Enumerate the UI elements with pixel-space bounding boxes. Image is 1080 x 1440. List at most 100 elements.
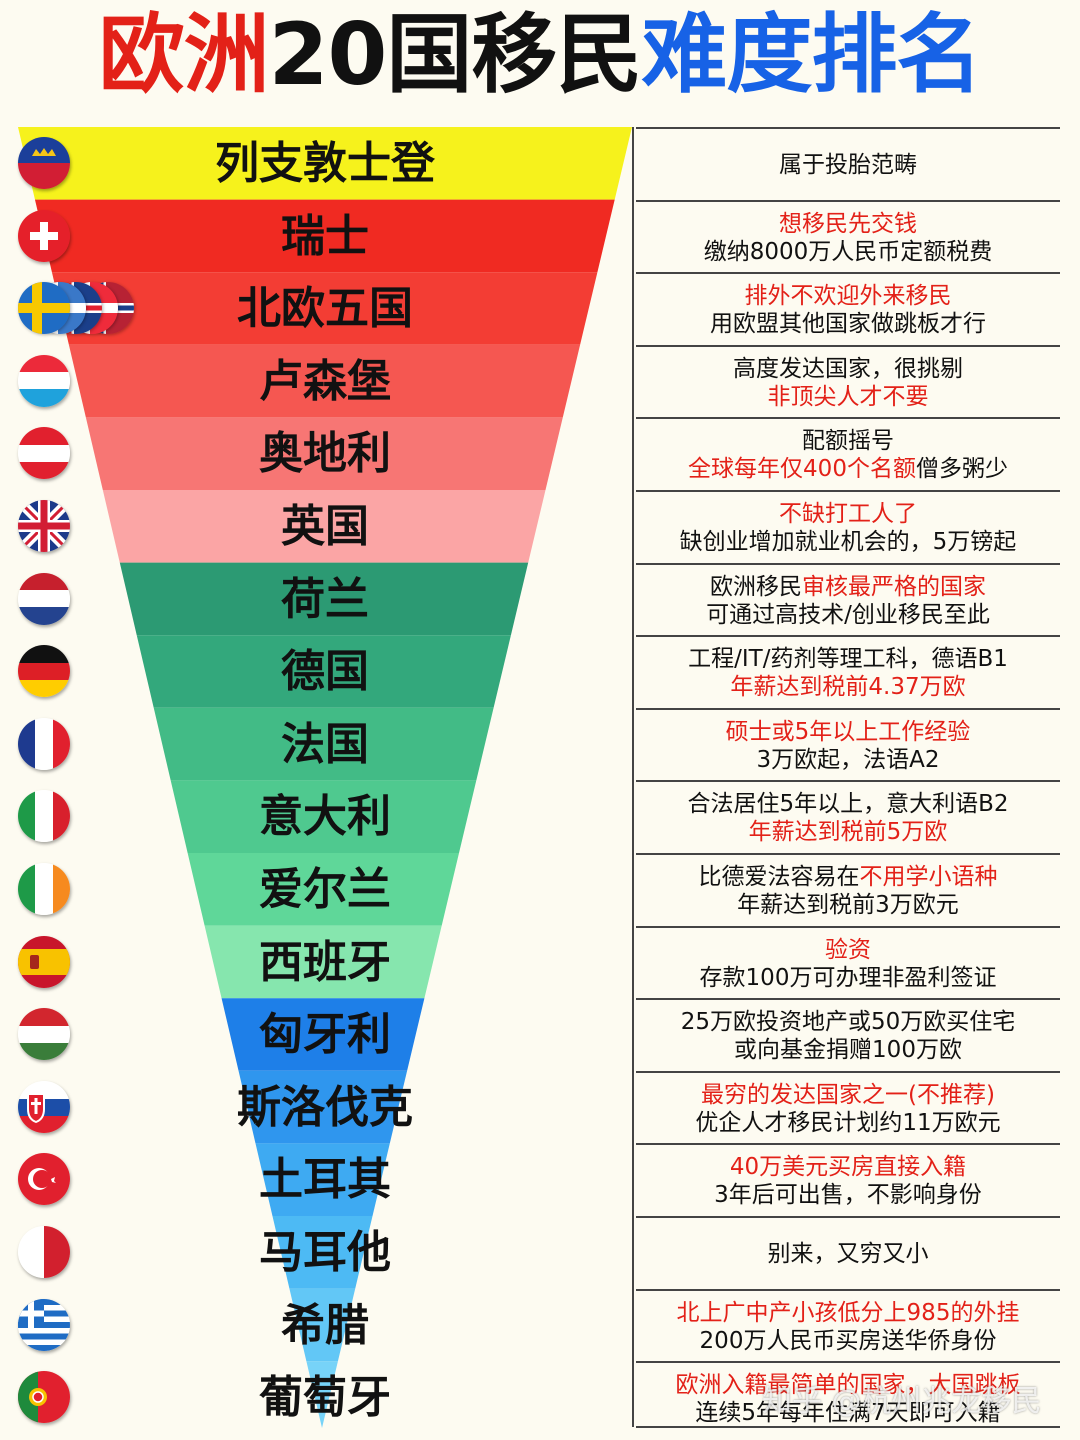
note-text: 工程/IT/药剂等理工科，德语B1 — [688, 646, 1008, 673]
note-highlight: 验资 — [825, 936, 871, 963]
funnel-band — [68, 344, 581, 418]
country-name: 马耳他 — [259, 1227, 391, 1278]
country-name: 卢森堡 — [259, 355, 391, 407]
note-text: 连续5年每年住满7天即可入籍 — [695, 1400, 1001, 1427]
note-text: 缺创业增加就业机会的，5万镑起 — [679, 529, 1017, 555]
ranking-row: 葡萄牙 欧洲入籍最简单的国家，大国跳板 连续5年每年住满7天即可入籍 — [0, 1361, 1080, 1433]
note-line: 3年后可出售，不影响身份 — [714, 1181, 982, 1209]
funnel-band — [102, 490, 546, 563]
note-line: 别来，又穷又小 — [768, 1240, 929, 1268]
country-name: 荷兰 — [281, 573, 369, 625]
note-highlight: 硕士或5年以上工作经验 — [725, 718, 971, 745]
country-name: 葡萄牙 — [259, 1372, 391, 1424]
note-line: 存款100万可办理非盈利签证 — [700, 964, 997, 992]
ranking-row: 土耳其 40万美元买房直接入籍 3年后可出售，不影响身份 — [0, 1143, 1080, 1215]
country-note: 25万欧投资地产或50万欧买住宅 或向基金捐赠100万欧 — [636, 998, 1060, 1072]
funnel-band — [34, 199, 615, 273]
malta-flag-icon — [18, 1226, 70, 1278]
note-line: 高度发达国家，很挑剔 — [733, 355, 963, 383]
note-text: 缴纳8000万人民币定额税费 — [703, 238, 993, 265]
country-note: 欧洲移民审核最严格的国家 可通过高技术/创业移民至此 — [636, 562, 1060, 637]
note-text: 高度发达国家，很挑剔 — [733, 355, 963, 382]
country-note: 别来，又穷又小 — [636, 1216, 1060, 1290]
ranking-row: 意大利 合法居住5年以上，意大利语B2 年薪达到税前5万欧 — [0, 780, 1080, 852]
note-line: 比德爱法容易在不用学小语种 — [699, 863, 998, 891]
funnel-band — [187, 853, 460, 926]
note-text: 属于投胎范畴 — [779, 152, 917, 178]
note-line: 不缺打工人了 — [779, 500, 917, 528]
country-note: 最穷的发达国家之一(不推荐) 优企人才移民计划约11万欧元 — [636, 1070, 1060, 1145]
country-note: 验资 存款100万可办理非盈利签证 — [636, 925, 1060, 1000]
country-name: 奥地利 — [259, 428, 391, 480]
watermark: 知乎 @杭州兆龙移民 — [762, 1384, 1042, 1419]
note-highlight: 排外不欢迎外来移民 — [744, 283, 952, 310]
funnel-band — [51, 272, 598, 345]
note-line: 优企人才移民计划约11万欧元 — [695, 1109, 1000, 1137]
note-line: 合法居住5年以上，意大利语B2 — [687, 790, 1008, 818]
nordic-flag-icon — [18, 282, 70, 335]
note-highlight: 最穷的发达国家之一(不推荐) — [701, 1081, 995, 1108]
netherlands-flag-icon — [18, 572, 70, 625]
funnel-band — [289, 1288, 356, 1362]
note-text: 可通过高技术/创业移民至此 — [706, 601, 990, 628]
ranking-row: 奥地利 配额摇号 全球每年仅400个名额僧多粥少 — [0, 417, 1080, 489]
note-line: 验资 — [825, 936, 871, 964]
note-highlight: 年薪达到税前5万欧 — [748, 819, 948, 846]
italy-flag-icon — [18, 790, 70, 843]
country-note: 高度发达国家，很挑剔 非顶尖人才不要 — [636, 344, 1060, 419]
ranking-row: 北欧五国 排外不欢迎外来移民 用欧盟其他国家做跳板才行 — [0, 272, 1080, 344]
country-note: 配额摇号 全球每年仅400个名额僧多粥少 — [636, 417, 1060, 491]
note-text: 比德爱法容易在 — [698, 864, 860, 890]
ranking-row: 匈牙利 25万欧投资地产或50万欧买住宅 或向基金捐赠100万欧 — [0, 998, 1080, 1070]
country-name: 英国 — [281, 501, 369, 552]
funnel-band — [272, 1216, 373, 1289]
note-line: 排外不欢迎外来移民 — [745, 282, 952, 310]
nordic-flags-icon — [18, 282, 134, 335]
country-name: 法国 — [281, 718, 369, 770]
country-note: 工程/IT/药剂等理工科，德语B1 年薪达到税前4.37万欧 — [636, 635, 1060, 709]
country-note: 不缺打工人了 缺创业增加就业机会的，5万镑起 — [636, 490, 1060, 564]
ranking-row: 希腊 北上广中产小孩低分上985的外挂 200万人民币买房送华侨身份 — [0, 1288, 1080, 1361]
note-highlight: 年薪达到税前4.37万欧 — [730, 674, 966, 701]
country-name: 希腊 — [281, 1299, 369, 1351]
country-name: 匈牙利 — [259, 1009, 391, 1061]
note-highlight: 40万美元买房直接入籍 — [729, 1154, 967, 1181]
country-note: 硕士或5年以上工作经验 3万欧起，法语A2 — [636, 707, 1060, 782]
note-line: 欧洲移民审核最严格的国家 — [710, 573, 986, 601]
note-text: 200万人民币买房送华侨身份 — [699, 1327, 997, 1354]
note-highlight: 非顶尖人才不要 — [767, 383, 929, 410]
note-line: 连续5年每年住满7天即可入籍 — [695, 1399, 1000, 1427]
funnel-band — [306, 1361, 338, 1428]
title-part-3: 难度排名 — [641, 5, 982, 105]
note-highlight: 不用学小语种 — [859, 864, 998, 890]
note-highlight: 北上广中产小孩低分上985的外挂 — [676, 1299, 1020, 1326]
slovakia-flag-icon — [18, 1080, 70, 1133]
country-name: 西班牙 — [259, 936, 391, 988]
country-name: 土耳其 — [259, 1154, 391, 1206]
note-text: 僧多粥少 — [915, 456, 1008, 483]
note-line: 200万人民币买房送华侨身份 — [700, 1327, 997, 1355]
country-name: 意大利 — [259, 791, 391, 843]
funnel-band — [136, 635, 511, 708]
note-line: 欧洲入籍最简单的国家，大国跳板 — [676, 1371, 1021, 1399]
note-line: 属于投胎范畴 — [779, 151, 917, 179]
note-text: 3年后可出售，不影响身份 — [714, 1182, 982, 1209]
note-text: 存款100万可办理非盈利签证 — [699, 964, 997, 991]
greece-flag-icon — [18, 1298, 70, 1351]
country-name: 斯洛伐克 — [237, 1081, 413, 1133]
note-line: 或向基金捐赠100万欧 — [734, 1036, 962, 1064]
funnel-band — [255, 1143, 390, 1216]
page-title: 欧洲20国移民难度排名 — [0, 0, 1080, 118]
ranking-row: 爱尔兰 比德爱法容易在不用学小语种 年薪达到税前3万欧元 — [0, 853, 1080, 925]
ranking-row: 瑞士 想移民先交钱 缴纳8000万人民币定额税费 — [0, 199, 1080, 272]
note-line: 硕士或5年以上工作经验 — [726, 718, 971, 746]
country-name: 列支敦士登 — [215, 138, 435, 189]
country-name: 北欧五国 — [237, 283, 413, 335]
funnel-band — [153, 707, 494, 781]
note-highlight: 审核最严格的国家 — [802, 573, 986, 600]
note-text: 别来，又穷又小 — [767, 1241, 929, 1267]
luxembourg-flag-icon — [18, 354, 70, 407]
ranking-row: 德国 工程/IT/药剂等理工科，德语B1 年薪达到税前4.37万欧 — [0, 635, 1080, 707]
note-line: 年薪达到税前3万欧元 — [737, 891, 959, 919]
